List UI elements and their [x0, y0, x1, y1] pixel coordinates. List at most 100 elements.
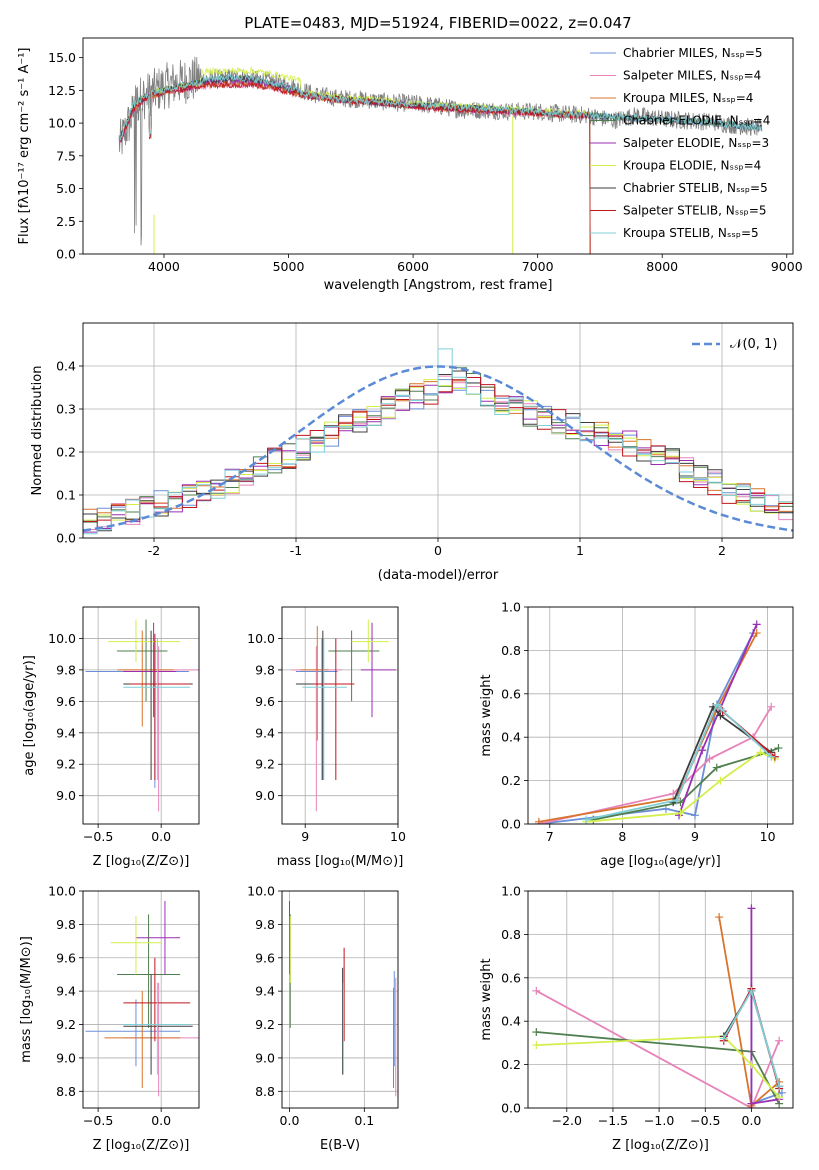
- data-point: [532, 1041, 541, 1050]
- x-tick-label: 10: [390, 829, 406, 844]
- legend-entry: Chabrier ELODIE, Nₛₛₚ=4: [623, 114, 770, 128]
- data-point: [698, 746, 707, 755]
- y-tick-label: 10.0: [48, 116, 76, 131]
- x-tick-label: −0.5: [690, 1113, 720, 1128]
- y-tick-label: 8.8: [56, 1084, 76, 1099]
- normal-curve: [83, 365, 793, 532]
- y-tick-label: 10.0: [247, 631, 275, 646]
- plot-area-age-vs-z: [85, 619, 199, 812]
- y-tick-label: 9.4: [56, 984, 76, 999]
- x-tick-label: 0.0: [742, 1113, 762, 1128]
- axes-frame: [281, 606, 399, 825]
- plot-area-mass-vs-z: [85, 901, 199, 1097]
- chart-title: PLATE=0483, MJD=51924, FIBERID=0022, z=0…: [244, 14, 631, 32]
- legend-entry: Kroupa MILES, Nₛₛₚ=4: [623, 91, 753, 105]
- data-point: [661, 804, 670, 813]
- legend-entry: Kroupa ELODIE, Nₛₛₚ=4: [623, 159, 761, 173]
- y-tick-label: 0.6: [501, 970, 521, 985]
- x-tick-label: −1.5: [598, 1113, 628, 1128]
- axes-frame: [527, 890, 794, 1109]
- data-point: [717, 704, 726, 713]
- data-point: [672, 796, 681, 805]
- y-tick-label: 2.5: [56, 214, 76, 229]
- y-axis-label: Flux [fλ10⁻¹⁷ erg cm⁻² s⁻¹ A⁻¹]: [17, 48, 32, 245]
- x-tick-label: -2: [148, 543, 160, 558]
- x-tick-label: −0.5: [83, 829, 113, 844]
- model-spectrum: [119, 73, 762, 141]
- x-tick-label: 8: [618, 829, 626, 844]
- data-point: [747, 1099, 756, 1108]
- data-spectrum: [118, 56, 763, 246]
- data-point: [676, 809, 685, 818]
- data-point: [719, 1034, 728, 1043]
- x-axis-label: E(B-V): [320, 1138, 360, 1153]
- data-point: [716, 776, 725, 785]
- y-axis-label: mass weight: [479, 958, 494, 1040]
- x-tick-label: 8000: [646, 259, 678, 274]
- y-tick-label: 0.8: [501, 643, 521, 658]
- y-tick-label: 0.0: [56, 247, 76, 262]
- y-axis-label: mass [log₁₀(M/M⊙)]: [19, 936, 34, 1063]
- data-point: [756, 748, 765, 757]
- axes-frame: [82, 322, 794, 539]
- y-tick-label: 0.4: [501, 1014, 521, 1029]
- data-point: [715, 913, 724, 922]
- x-tick-label: 9: [691, 829, 699, 844]
- axes-frame: [82, 37, 794, 255]
- y-tick-label: 9.4: [56, 725, 76, 740]
- x-tick-label: 1: [576, 543, 584, 558]
- y-tick-label: 7.5: [56, 148, 76, 163]
- y-tick-label: 8.8: [255, 1084, 275, 1099]
- data-point: [690, 811, 699, 820]
- model-spectrum: [119, 65, 591, 254]
- panel-mass-vs-z: −0.5 0.0 8.8 9.0 9.2 9.4 9.6 9.8 10.0 Z [log₁₀(Z/…: [19, 884, 200, 1153]
- panel-spectrum: 4000 5000 6000 7000 8000 9000 0.0 2.5 5.0 7.5 10.0…: [17, 14, 803, 293]
- y-tick-label: 0.4: [56, 359, 76, 374]
- data-point: [532, 986, 541, 995]
- panel-age-vs-mass: 9 10 9.0 9.2 9.4 9.6 9.8 10.0 mass [log₁₀(M/M⊙)]: [247, 606, 406, 869]
- x-axis-label: age [log₁₀(age/yr)]: [600, 854, 721, 869]
- y-tick-label: 10.0: [48, 631, 76, 646]
- y-tick-label: 9.8: [255, 917, 275, 932]
- plot-area-weight-vs-z: [532, 904, 786, 1108]
- y-axis-label: mass weight: [479, 674, 494, 756]
- axes-frame: [281, 890, 399, 1109]
- data-point: [767, 702, 776, 711]
- panel-weight-vs-z: −2.0 −1.5 −1.0 −0.5 0.0 0.0 0.2 0.4 0.6 0.8 1.0 Z […: [479, 884, 794, 1153]
- legend-entry: Salpeter MILES, Nₛₛₚ=4: [623, 69, 761, 83]
- x-axis-label: Z [log₁₀(Z/Z⊙)]: [612, 1138, 709, 1153]
- y-tick-label: 9.0: [56, 788, 76, 803]
- histogram-series: [83, 348, 793, 535]
- panel-mass-vs-ebv: 0.0 0.1 8.8 9.0 9.2 9.4 9.6 9.8 10.0 E(B-V): [247, 884, 399, 1153]
- legend-entry: Salpeter STELIB, Nₛₛₚ=5: [623, 204, 767, 218]
- y-tick-label: 9.2: [255, 1017, 275, 1032]
- plot-area-mass-vs-ebv: [288, 901, 397, 1097]
- y-tick-label: 0.2: [501, 1057, 521, 1072]
- y-tick-label: 10.0: [247, 884, 275, 899]
- y-tick-label: 10.0: [48, 884, 76, 899]
- x-tick-label: 0: [434, 543, 442, 558]
- y-tick-label: 15.0: [48, 50, 76, 65]
- data-point: [775, 1093, 784, 1102]
- y-tick-label: 9.2: [56, 757, 76, 772]
- y-tick-label: 1.0: [501, 600, 521, 615]
- x-tick-label: 4000: [148, 259, 180, 274]
- x-axis-label: Z [log₁₀(Z/Z⊙)]: [93, 1138, 190, 1153]
- legend-entry: Kroupa STELIB, Nₛₛₚ=5: [623, 226, 759, 240]
- legend-entry: Salpeter ELODIE, Nₛₛₚ=3: [623, 136, 769, 150]
- panel-residual-hist: -2 -1 0 1 2 0.0 0.1 0.2 0.3 0.4 (data-model)/error…: [30, 322, 794, 583]
- y-axis-label: Normed distribution: [30, 366, 45, 496]
- weight-line: [535, 990, 780, 1108]
- data-point: [582, 815, 591, 824]
- y-tick-label: 9.8: [255, 662, 275, 677]
- weight-line: [678, 624, 758, 816]
- data-point: [705, 754, 714, 763]
- y-tick-label: 0.2: [501, 773, 521, 788]
- data-point: [712, 700, 721, 709]
- data-point: [747, 1060, 756, 1069]
- weight-line: [538, 632, 754, 824]
- weight-line: [718, 916, 780, 1108]
- x-tick-label: 5000: [273, 259, 305, 274]
- plot-area-age-vs-mass: [291, 619, 397, 812]
